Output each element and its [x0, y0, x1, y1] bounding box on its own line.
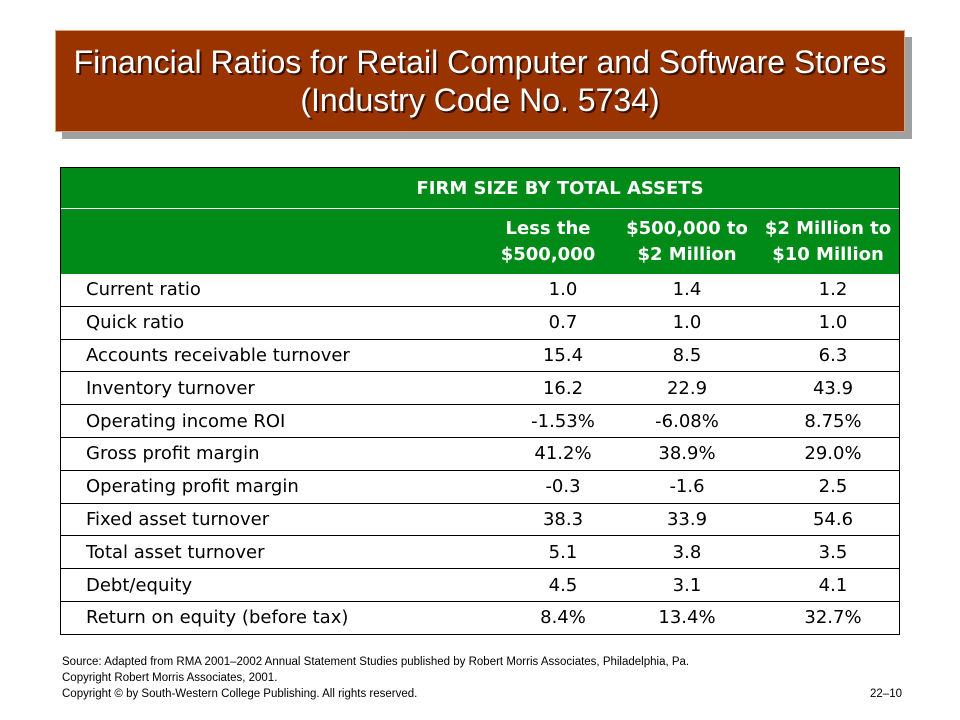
table-row: Quick ratio 0.7 1.0 1.0	[61, 306, 899, 340]
value-cell: 22.9	[617, 371, 757, 406]
row-label: Current ratio	[61, 274, 479, 307]
table-row: Debt/equity 4.5 3.1 4.1	[61, 568, 899, 602]
ratios-table: FIRM SIZE BY TOTAL ASSETS Less the $500,…	[60, 167, 900, 635]
value-cell: 16.2	[479, 371, 617, 406]
row-label: Operating income ROI	[61, 404, 479, 438]
column-header-medium: $500,000 to $2 Million	[617, 208, 757, 274]
value-cell: -1.53%	[479, 404, 617, 438]
slide-title: Financial Ratios for Retail Computer and…	[55, 30, 905, 132]
table-row: Return on equity (before tax) 8.4% 13.4% 32…	[61, 601, 899, 633]
value-cell: 33.9	[617, 503, 757, 537]
value-cell: 1.0	[757, 306, 899, 340]
value-cell: 8.75%	[757, 404, 899, 438]
value-cell: 3.1	[617, 568, 757, 602]
value-cell: 38.9%	[617, 437, 757, 471]
value-cell: 4.5	[479, 568, 617, 602]
source-line-1: Source: Adapted from RMA 2001–2002 Annua…	[62, 656, 690, 668]
column-header-line: $10 Million	[772, 243, 884, 265]
column-header-line: $500,000 to	[626, 217, 748, 239]
copyright-notice: Copyright © by South-Western College Pub…	[62, 688, 418, 700]
row-label: Return on equity (before tax)	[86, 607, 349, 629]
value-cell: -0.3	[479, 470, 617, 504]
value-cell: 15.4	[479, 339, 617, 373]
value-cell: 54.6	[757, 503, 899, 537]
header-label-cell	[61, 208, 479, 274]
value-cell: 13.4%	[658, 607, 716, 629]
source-line-2: Copyright Robert Morris Associates, 2001…	[62, 672, 278, 684]
table-row: Total asset turnover 5.1 3.8 3.5	[61, 535, 899, 570]
table-row: Operating income ROI -1.53% -6.08% 8.75%	[61, 404, 899, 438]
table-row: Gross profit margin 41.2% 38.9% 29.0%	[61, 437, 899, 471]
table-row: Operating profit margin -0.3 -1.6 2.5	[61, 470, 899, 504]
value-cell: 1.4	[617, 274, 757, 307]
table-row: Current ratio 1.0 1.4 1.2	[61, 274, 899, 307]
value-cell: 2.5	[757, 470, 899, 504]
row-label: Fixed asset turnover	[61, 503, 479, 537]
source-note: Source: Adapted from RMA 2001–2002 Annua…	[62, 654, 689, 686]
value-cell: 0.7	[479, 306, 617, 340]
value-cell: 29.0%	[757, 437, 899, 471]
table-super-header-row: FIRM SIZE BY TOTAL ASSETS	[61, 168, 899, 209]
table-row: Inventory turnover 16.2 22.9 43.9	[61, 371, 899, 406]
row-label: Quick ratio	[61, 306, 479, 340]
column-header-line: $500,000	[500, 243, 596, 265]
value-cell: 3.8	[617, 535, 757, 570]
value-cell: 8.5	[617, 339, 757, 373]
value-cell: 4.1	[757, 568, 899, 602]
row-label: Total asset turnover	[61, 535, 479, 570]
value-cell: 41.2%	[479, 437, 617, 471]
column-header-line: $2 Million	[637, 243, 737, 265]
value-cell: -6.08%	[617, 404, 757, 438]
super-header: FIRM SIZE BY TOTAL ASSETS	[61, 168, 899, 209]
value-cell: 3.5	[757, 535, 899, 570]
table-row: Fixed asset turnover 38.3 33.9 54.6	[61, 503, 899, 537]
table-body: Current ratio 1.0 1.4 1.2 Quick ratio 0.7 1.0 1…	[61, 274, 899, 634]
column-header-small: Less the $500,000	[479, 208, 617, 274]
row-label: Accounts receivable turnover	[61, 339, 479, 373]
title-line-1: Financial Ratios for Retail Computer and…	[73, 44, 887, 80]
column-header-large: $2 Million to $10 Million	[757, 208, 899, 274]
value-cell: 1.0	[617, 306, 757, 340]
value-cell: 5.1	[479, 535, 617, 570]
row-label: Operating profit margin	[61, 470, 479, 504]
value-cell: 8.4%	[540, 607, 586, 629]
title-line-2: (Industry Code No. 5734)	[300, 82, 660, 118]
value-cell: 32.7%	[804, 607, 862, 629]
table-header-row: Less the $500,000 $500,000 to $2 Million…	[61, 208, 899, 274]
value-cell: 43.9	[757, 371, 899, 406]
value-cell: 6.3	[757, 339, 899, 373]
value-cell: -1.6	[617, 470, 757, 504]
value-cell: 38.3	[479, 503, 617, 537]
row-label: Debt/equity	[61, 568, 479, 602]
column-header-line: Less the	[505, 217, 591, 239]
value-cell: 1.2	[757, 274, 899, 307]
table-row: Accounts receivable turnover 15.4 8.5 6.3	[61, 339, 899, 373]
row-label: Inventory turnover	[61, 371, 479, 406]
page-number: 22–10	[870, 688, 902, 700]
value-cell: 1.0	[479, 274, 617, 307]
column-header-line: $2 Million to	[764, 217, 892, 239]
row-label: Gross profit margin	[61, 437, 479, 471]
